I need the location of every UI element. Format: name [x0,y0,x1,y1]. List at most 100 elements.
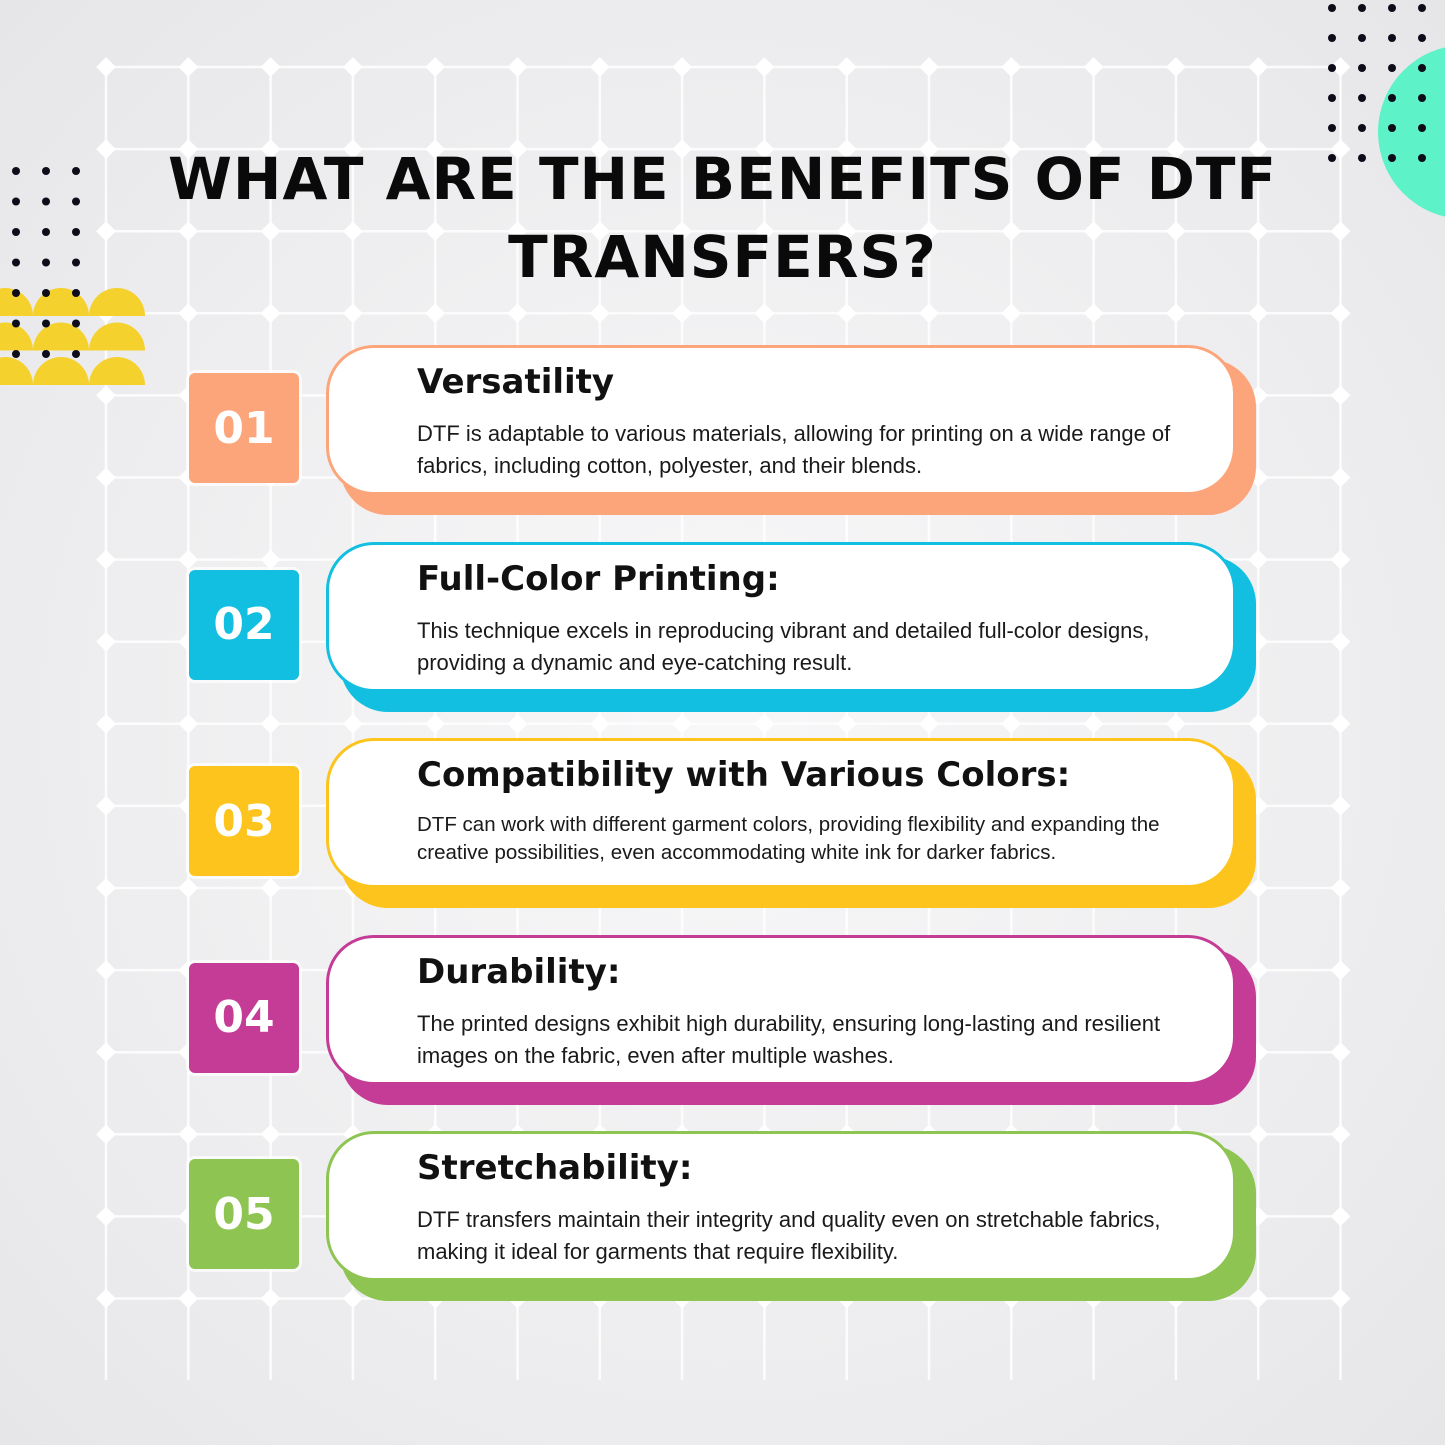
grid-diamond [260,713,281,734]
grid-diamond [1330,1042,1351,1063]
grid-diamond [1330,57,1351,77]
grid-diamond [178,139,199,159]
grid-diamond [96,549,116,570]
dot-decoration [1358,4,1366,12]
benefit-number-badge: 04 [189,962,299,1073]
benefit-title: Full-Color Printing: [417,558,780,599]
grid-diamond [836,57,857,77]
dot-decoration [42,289,50,297]
grid-diamond [1166,57,1186,77]
benefit-number-badge: 02 [189,569,299,680]
grid-diamond [1330,631,1351,652]
grid-diamond [260,303,281,324]
grid-diamond [1001,713,1022,734]
grid-diamond [96,467,116,488]
grid-diamond [178,57,199,77]
benefit-number-badge: 01 [189,373,299,483]
grid-diamond [1248,139,1269,159]
grid-diamond [1330,1288,1351,1309]
benefit-title: Durability: [417,951,621,992]
grid-diamond [96,796,116,816]
grid-diamond [1083,221,1104,242]
dot-decoration [72,319,80,328]
grid-diamond [1248,1124,1269,1145]
grid-diamond [1248,221,1269,242]
grid-diamond [96,713,116,734]
grid-diamond [1248,713,1269,734]
grid-diamond [260,139,281,159]
teal-circle-decoration [1378,47,1445,217]
dot-decoration [42,350,50,358]
benefit-description: The printed designs exhibit high durabil… [417,1010,1161,1068]
grid-diamond [1083,303,1104,324]
semicircle-decoration [0,288,33,316]
grid-diamond [1166,713,1186,734]
grid-diamond [1248,1288,1269,1309]
grid-diamond [343,1288,363,1309]
grid-diamond [836,713,857,734]
dot-decoration [72,167,80,175]
grid-diamond [1330,1206,1351,1227]
dot-decoration [1418,94,1426,102]
grid-diamond [1166,303,1186,324]
grid-diamond [96,1124,116,1145]
benefit-card: Compatibility with Various Colors: DTF c… [326,738,1236,888]
dot-decoration [1418,34,1426,42]
grid-diamond [672,303,692,324]
grid-diamond [1330,467,1351,488]
grid-diamond [178,549,199,570]
dot-decoration [1418,4,1426,12]
benefit-description: DTF transfers maintain their integrity a… [417,1207,1161,1264]
semicircle-decoration [0,357,33,385]
dot-decoration [42,197,50,206]
dot-decoration [72,289,80,297]
dot-decoration [1358,124,1366,132]
dot-decoration [1328,4,1336,12]
grid-diamond [1083,713,1104,734]
grid-diamond [96,878,116,898]
grid-diamond [178,221,199,242]
page-title: WHAT ARE THE BENEFITS OF DTF TRANSFERS? [0,140,1445,296]
grid-diamond [96,960,116,980]
dot-decoration [42,167,50,175]
grid-diamond [260,221,281,242]
dot-decoration [1418,64,1426,72]
grid-diamond [425,303,446,324]
dot-decoration [42,258,50,267]
grid-diamond [260,549,281,570]
grid-diamond [754,713,775,734]
grid-diamond [96,139,116,159]
grid-diamond [260,878,281,898]
dot-decoration [1328,64,1336,72]
grid-diamond [1248,57,1269,77]
dot-decoration [1328,94,1336,102]
dot-decoration [12,167,20,175]
benefit-card: Stretchability: DTF transfers maintain t… [326,1131,1236,1281]
grid-diamond [96,221,116,242]
grid-diamond [754,303,775,324]
grid-diamond [1248,303,1269,324]
dot-decoration [1388,64,1396,72]
title-line-1: WHAT ARE THE BENEFITS OF DTF [167,145,1278,213]
dot-decoration [12,319,20,328]
semicircle-decoration [33,322,89,351]
dot-decoration [72,258,80,267]
dot-decoration [1328,34,1336,42]
grid-diamond [507,57,528,77]
dot-decoration [12,228,20,236]
benefit-card: Durability: The printed designs exhibit … [326,934,1236,1085]
grid-diamond [260,57,281,77]
grid-diamond [343,139,363,159]
grid-diamond [178,878,199,898]
grid-diamond [178,1288,199,1309]
grid-diamond [1001,303,1022,324]
grid-diamond [96,385,116,406]
dot-decoration [1328,154,1336,162]
dot-decoration [72,350,80,358]
grid-diamond [96,1206,116,1227]
grid-diamond [1330,549,1351,570]
grid-diamond [1083,57,1104,77]
grid-diamond [343,221,363,242]
grid-diamond [507,303,528,324]
grid-diamond [1330,713,1351,734]
